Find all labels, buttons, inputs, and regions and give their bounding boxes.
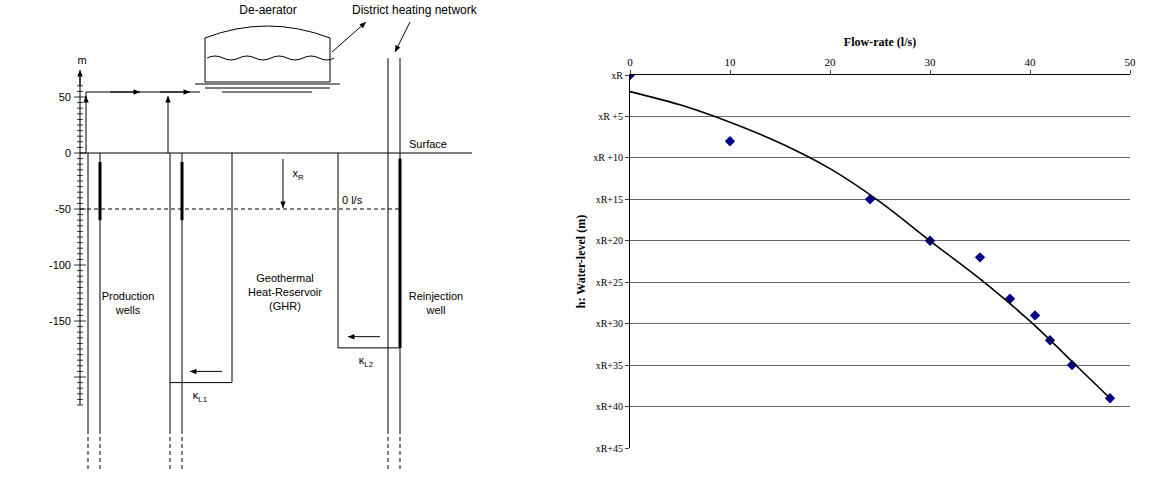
svg-text:wells: wells bbox=[115, 304, 141, 316]
svg-text:xR: xR bbox=[292, 167, 304, 182]
svg-text:xR +5: xR +5 bbox=[598, 111, 623, 122]
svg-text:h: Water-level (m): h: Water-level (m) bbox=[574, 215, 588, 308]
svg-text:xR+35: xR+35 bbox=[596, 360, 623, 371]
svg-text:κL2: κL2 bbox=[359, 354, 373, 369]
svg-text:0: 0 bbox=[627, 56, 633, 68]
svg-text:De-aerator: De-aerator bbox=[239, 3, 296, 17]
svg-text:Production: Production bbox=[102, 290, 155, 302]
svg-text:10: 10 bbox=[725, 56, 737, 68]
svg-text:Flow-rate (l/s): Flow-rate (l/s) bbox=[844, 35, 916, 49]
svg-text:50: 50 bbox=[59, 91, 71, 103]
svg-text:xR+20: xR+20 bbox=[596, 235, 623, 246]
svg-text:-50: -50 bbox=[55, 203, 71, 215]
svg-text:(GHR): (GHR) bbox=[269, 300, 301, 312]
svg-text:-150: -150 bbox=[49, 315, 71, 327]
svg-text:m: m bbox=[77, 54, 86, 66]
svg-text:-100: -100 bbox=[49, 259, 71, 271]
svg-text:0: 0 bbox=[65, 147, 71, 159]
svg-text:κL1: κL1 bbox=[193, 389, 208, 404]
svg-text:xR: xR bbox=[611, 70, 623, 81]
svg-text:xR +10: xR +10 bbox=[593, 152, 623, 163]
svg-text:well: well bbox=[426, 304, 446, 316]
svg-text:Heat-Reservoir: Heat-Reservoir bbox=[248, 286, 322, 298]
svg-text:0 l/s: 0 l/s bbox=[342, 194, 363, 206]
svg-text:50: 50 bbox=[1125, 56, 1137, 68]
svg-text:xR+40: xR+40 bbox=[596, 401, 623, 412]
svg-text:Surface: Surface bbox=[409, 138, 447, 150]
svg-text:20: 20 bbox=[825, 56, 837, 68]
svg-text:District heating network: District heating network bbox=[352, 3, 478, 17]
svg-text:Reinjection: Reinjection bbox=[409, 290, 463, 302]
svg-text:30: 30 bbox=[925, 56, 937, 68]
svg-text:xR+15: xR+15 bbox=[596, 194, 623, 205]
svg-text:40: 40 bbox=[1025, 56, 1037, 68]
svg-text:xR+45: xR+45 bbox=[596, 443, 623, 454]
svg-text:xR+25: xR+25 bbox=[596, 277, 623, 288]
svg-text:Geothermal: Geothermal bbox=[256, 272, 313, 284]
svg-text:xR+30: xR+30 bbox=[596, 318, 623, 329]
